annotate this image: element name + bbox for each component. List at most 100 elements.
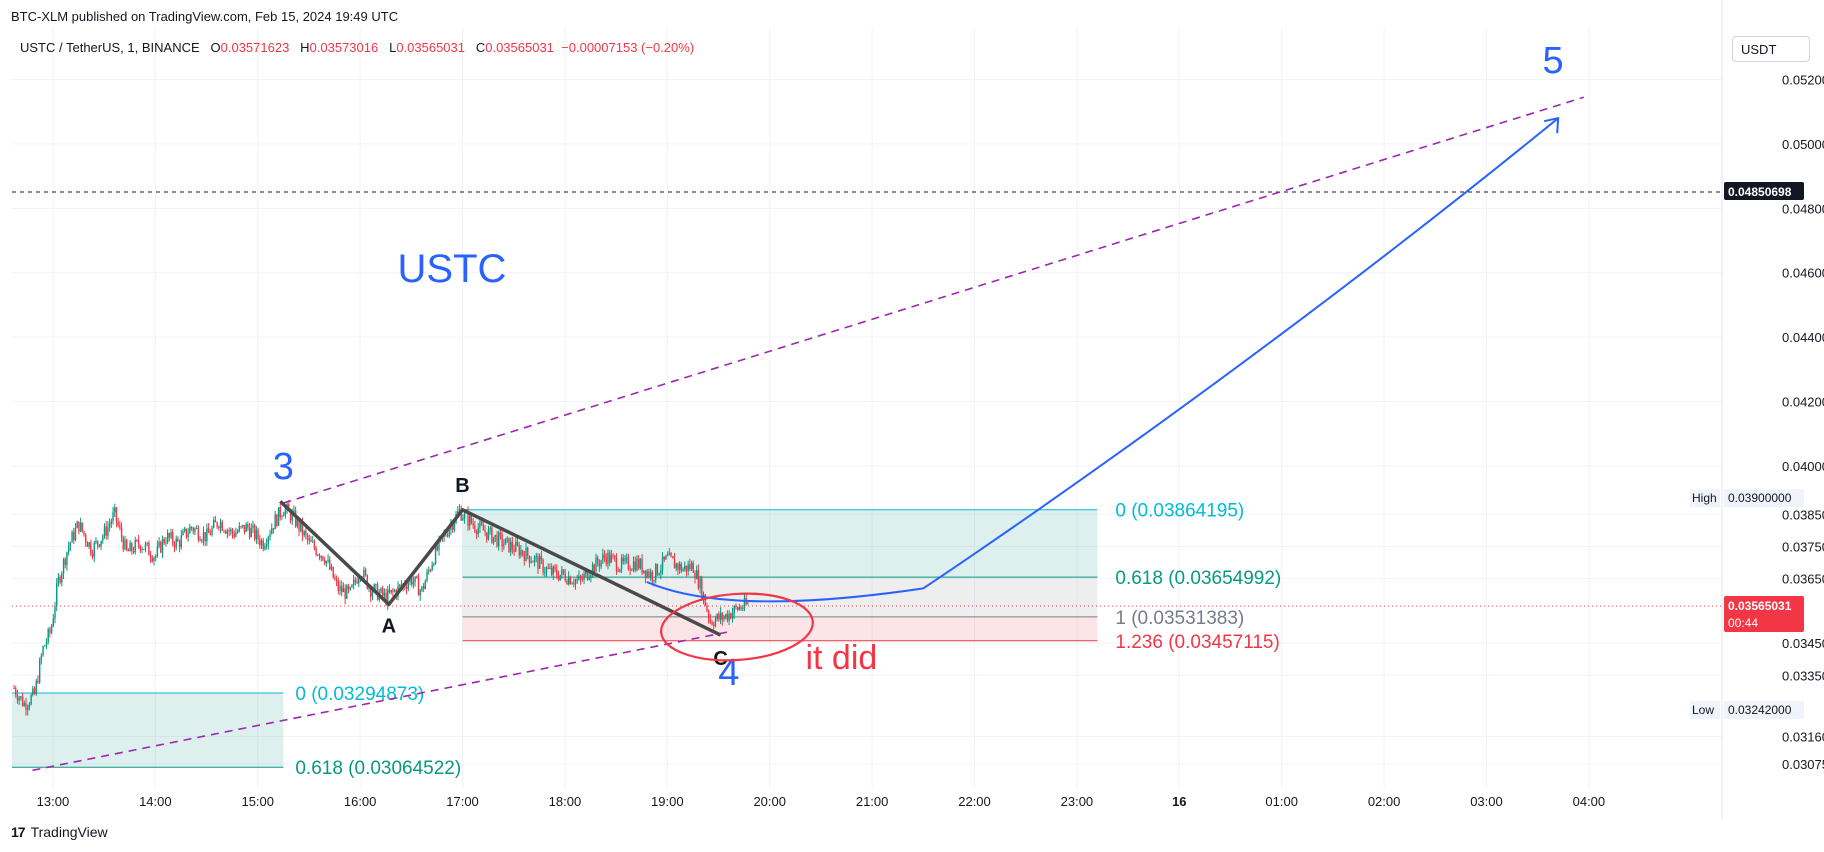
candle-body	[518, 545, 520, 556]
candle-body	[417, 577, 420, 596]
high-tag-bg	[1724, 489, 1804, 508]
candle-body	[547, 567, 549, 569]
candle-body	[15, 688, 17, 695]
candle-body	[73, 531, 75, 541]
elliott-wave-label: 4	[718, 652, 739, 694]
candle-body	[509, 541, 512, 552]
x-tick-label: 23:00	[1061, 794, 1094, 809]
candle-body	[470, 515, 473, 524]
candle-body	[112, 512, 114, 522]
candle-body	[16, 694, 19, 701]
candle-body	[78, 521, 80, 532]
candle-body	[329, 559, 331, 570]
y-tick-label: 0.03750000	[1782, 539, 1824, 554]
candle-body	[648, 571, 650, 577]
candle-body	[571, 583, 573, 585]
candle-body	[699, 578, 701, 589]
candle-body	[154, 555, 157, 558]
candle-body	[178, 541, 181, 547]
candle-body	[684, 565, 686, 570]
candle-body	[562, 569, 565, 574]
currency-selector-button[interactable]: USDT	[1732, 36, 1810, 62]
candle-body	[695, 570, 698, 579]
candle-body	[528, 555, 531, 563]
candle-body	[189, 526, 191, 534]
candle-body	[516, 541, 519, 546]
candle-body	[687, 564, 689, 572]
candle-body	[399, 584, 401, 586]
candle-body	[49, 629, 51, 633]
candle-body	[410, 577, 413, 585]
low-tag-bg	[1724, 701, 1804, 720]
candle-body	[341, 585, 343, 593]
candle-body	[649, 572, 652, 577]
candle-body	[716, 613, 718, 620]
candle-body	[129, 543, 131, 552]
candle-body	[381, 588, 384, 596]
candle-body	[74, 528, 77, 541]
x-tick-label: 20:00	[753, 794, 786, 809]
fib-left-zone	[12, 693, 284, 768]
candle-body	[624, 558, 626, 562]
low-tag-label: Low	[1692, 703, 1714, 717]
candle-body	[209, 533, 212, 535]
candle-body	[230, 529, 232, 532]
candle-body	[351, 584, 353, 588]
candle-body	[158, 541, 160, 547]
candle-body	[694, 572, 696, 579]
candle-body	[724, 614, 727, 618]
candle-body	[108, 523, 111, 527]
tradingview-logo-icon: 17	[11, 824, 26, 840]
candle-body	[590, 575, 592, 578]
fib-level-label: 1.236 (0.03457115)	[1115, 632, 1279, 653]
candle-body	[325, 560, 328, 564]
candle-body	[352, 579, 355, 585]
candle-body	[666, 555, 669, 557]
candle-body	[67, 546, 70, 553]
candle-body	[682, 569, 684, 572]
y-tick-label: 0.04200000	[1782, 395, 1824, 410]
candle-body	[670, 553, 672, 557]
candle-body	[141, 548, 143, 551]
candle-body	[566, 580, 568, 585]
channel-upper-line	[283, 96, 1585, 504]
candle-body	[305, 531, 307, 535]
candle-body	[549, 567, 551, 569]
candle-body	[634, 561, 636, 571]
y-tick-label: 0.03075000	[1782, 757, 1824, 772]
candle-body	[446, 535, 449, 537]
candle-body	[64, 559, 66, 566]
candle-body	[651, 572, 654, 582]
candle-body	[199, 539, 201, 541]
candle-body	[264, 545, 266, 550]
candle-body	[428, 570, 430, 572]
candle-body	[491, 527, 493, 543]
candle-body	[738, 607, 741, 610]
candle-body	[416, 576, 418, 578]
candle-body	[673, 558, 676, 569]
candle-body	[119, 525, 121, 528]
candle-body	[42, 646, 44, 656]
candle-body	[602, 554, 604, 561]
candle-body	[235, 532, 237, 537]
candle-body	[32, 688, 34, 696]
candle-body	[429, 570, 432, 572]
candle-body	[238, 526, 241, 532]
candle-body	[388, 589, 391, 593]
candle-body	[317, 554, 319, 556]
low-tag-value: 0.03242000	[1728, 703, 1792, 717]
candle-body	[163, 539, 165, 543]
candle-body	[303, 531, 305, 536]
symbol-name[interactable]: USTC / TetherUS, 1, BINANCE	[20, 40, 200, 55]
time-axis: 13:00 14:00 15:00 16:00 17:00 18:00 19:00 20:00…	[37, 794, 1605, 809]
candle-body	[646, 571, 648, 578]
candle-body	[245, 524, 247, 532]
candle-body	[492, 536, 495, 543]
fib-zone-0-618	[462, 509, 1098, 578]
candle-body	[407, 582, 409, 589]
candle-body	[86, 542, 89, 547]
dashed-level-tag-bg	[1724, 182, 1804, 201]
candle-body	[318, 554, 321, 558]
high-tag-value: 0.03900000	[1728, 491, 1792, 505]
